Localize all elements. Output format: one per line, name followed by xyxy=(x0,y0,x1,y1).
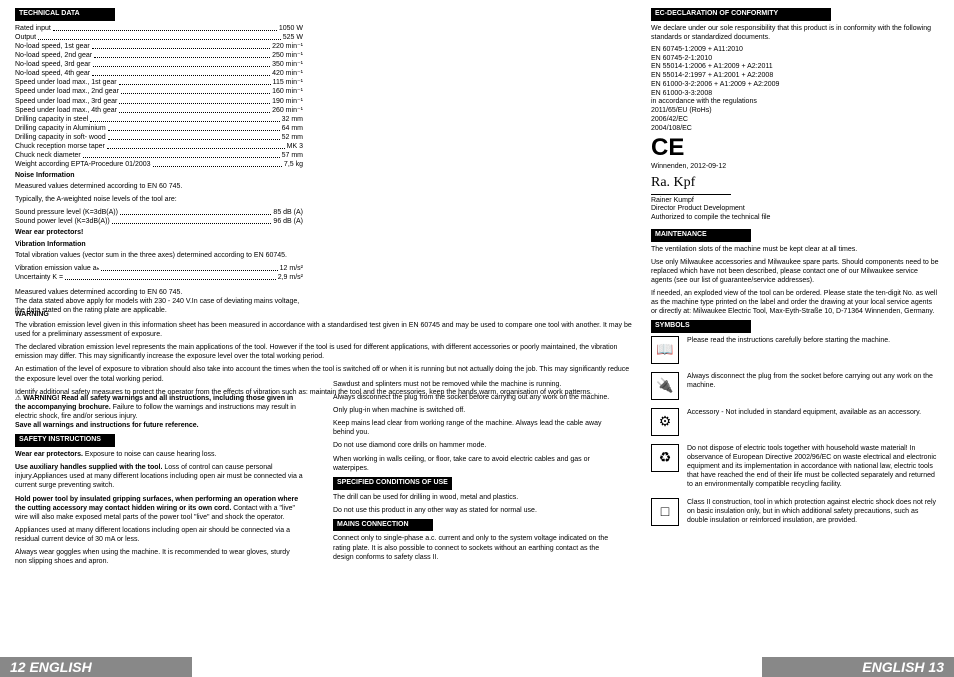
footer-right: ENGLISH 13 xyxy=(762,657,954,677)
tech-header: TECHNICAL DATA xyxy=(15,8,115,21)
warn-title-wide: WARNING xyxy=(15,310,635,319)
symbols-header: SYMBOLS xyxy=(651,320,751,333)
sig-name: Rainer Kumpf xyxy=(651,197,939,206)
warning-wide: WARNING The vibration emission level giv… xyxy=(15,304,635,401)
cond-text: The drill can be used for drilling in wo… xyxy=(333,493,621,502)
ec-header: EC-DECLARATION OF CONFORMITY xyxy=(651,8,831,21)
noise-text: Measured values determined according to … xyxy=(15,182,303,191)
vib-rows: Vibration emission value aₕ12 m/s² Uncer… xyxy=(15,264,303,282)
place: Winnenden, 2012-09-12 xyxy=(651,163,939,172)
noise-rows: Sound pressure level (K=3dB(A))85 dB (A)… xyxy=(15,208,303,226)
symbols-list: 📖Please read the instructions carefully … xyxy=(651,336,939,525)
standards-list: EN 60745-1:2009 + A11:2010EN 60745-2-1:2… xyxy=(651,46,939,99)
maint-text2: Use only Milwaukee accessories and Milwa… xyxy=(651,258,939,285)
safety-list: Wear ear protectors. Exposure to noise c… xyxy=(15,450,303,566)
footer-left: 12 ENGLISH xyxy=(0,657,192,677)
vib-heading: Vibration Information xyxy=(15,241,303,250)
wear-ear: Wear ear protectors! xyxy=(15,229,303,238)
noise-heading: Noise Information xyxy=(15,172,303,181)
wide-p4: Identify additional safety measures to p… xyxy=(15,388,635,397)
tech-table: Rated input1050 WOutput525 WNo-load spee… xyxy=(15,24,303,170)
signature: Ra. Kpf xyxy=(651,174,939,192)
ce-mark: CE xyxy=(651,136,939,160)
right-column: EC-DECLARATION OF CONFORMITY We declare … xyxy=(636,0,954,677)
maint-text3: If needed, an exploded view of the tool … xyxy=(651,289,939,316)
accord: in accordance with the regulations xyxy=(651,98,939,107)
mains-header: MAINS CONNECTION xyxy=(333,519,433,532)
wide-p3: An estimation of the level of exposure t… xyxy=(15,365,635,383)
wide-p1: The vibration emission level given in th… xyxy=(15,321,635,339)
sig-title: Director Product Development xyxy=(651,205,939,214)
cond-header: SPECIFIED CONDITIONS OF USE xyxy=(333,477,452,490)
mains-text: Connect only to single-phase a.c. curren… xyxy=(333,534,621,561)
safety-header: SAFETY INSTRUCTIONS xyxy=(15,434,115,447)
ec-text: We declare under our sole responsibility… xyxy=(651,24,939,42)
sig-auth: Authorized to compile the technical file xyxy=(651,214,939,223)
regs-list: 2011/65/EU (RoHs)2006/42/EC2004/108/EC xyxy=(651,107,939,133)
vib-text: Total vibration values (vector sum in th… xyxy=(15,251,303,260)
maint-text: The ventilation slots of the machine mus… xyxy=(651,245,939,254)
noise-typical: Typically, the A-weighted noise levels o… xyxy=(15,195,303,204)
cond-text2: Do not use this product in any other way… xyxy=(333,506,621,515)
wide-p2: The declared vibration emission level re… xyxy=(15,343,635,361)
maint-header: MAINTENANCE xyxy=(651,229,751,242)
warn-save: Save all warnings and instructions for f… xyxy=(15,422,303,431)
